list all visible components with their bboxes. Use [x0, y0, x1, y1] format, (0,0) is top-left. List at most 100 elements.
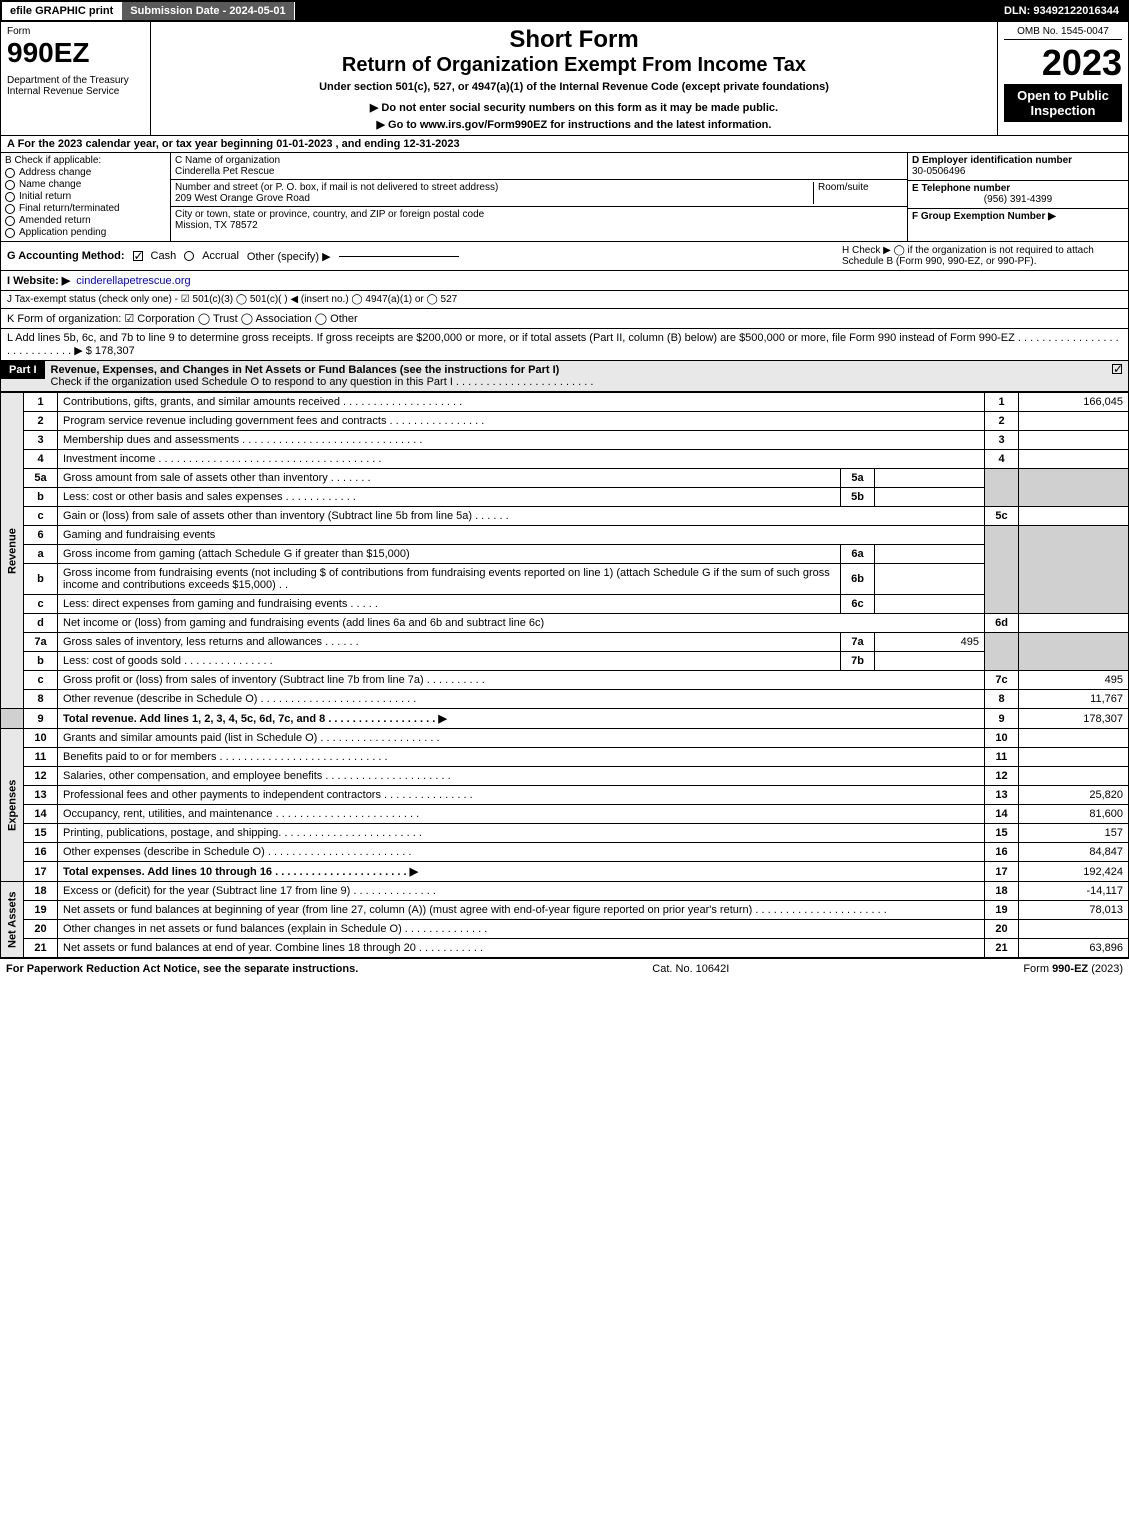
ln18-num: 18 — [24, 882, 58, 901]
ln21-desc: Net assets or fund balances at end of ye… — [58, 939, 985, 958]
f-label: F Group Exemption Number ▶ — [912, 211, 1124, 222]
ln4-ref: 4 — [985, 450, 1019, 469]
ln8-amt: 11,767 — [1019, 690, 1129, 709]
ln19-num: 19 — [24, 901, 58, 920]
ln3-amt — [1019, 431, 1129, 450]
chk-amended-return[interactable]: Amended return — [5, 215, 166, 226]
ln10-amt — [1019, 729, 1129, 748]
ln11-ref: 11 — [985, 748, 1019, 767]
ln6a-amt — [875, 545, 985, 564]
ln17-ref: 17 — [985, 862, 1019, 882]
section-a-text: A For the 2023 calendar year, or tax yea… — [7, 138, 460, 150]
ln8-num: 8 — [24, 690, 58, 709]
ln5a-desc: Gross amount from sale of assets other t… — [58, 469, 841, 488]
goto-link[interactable]: ▶ Go to www.irs.gov/Form990EZ for instru… — [157, 118, 991, 131]
dln-label: DLN: 93492122016344 — [996, 2, 1127, 20]
ln3-ref: 3 — [985, 431, 1019, 450]
ln7-shade — [985, 633, 1019, 671]
ln3-desc: Membership dues and assessments . . . . … — [58, 431, 985, 450]
ln9-desc: Total revenue. Add lines 1, 2, 3, 4, 5c,… — [63, 713, 447, 725]
chk-accrual[interactable] — [184, 251, 194, 261]
ln17-amt: 192,424 — [1019, 862, 1129, 882]
ln2-desc: Program service revenue including govern… — [58, 412, 985, 431]
ln21-num: 21 — [24, 939, 58, 958]
ln18-desc: Excess or (deficit) for the year (Subtra… — [58, 882, 985, 901]
open-public-box: Open to Public Inspection — [1004, 84, 1122, 122]
section-c: C Name of organization Cinderella Pet Re… — [171, 153, 908, 241]
ln21-amt: 63,896 — [1019, 939, 1129, 958]
ln19-ref: 19 — [985, 901, 1019, 920]
l-text: L Add lines 5b, 6c, and 7b to line 9 to … — [7, 332, 1122, 357]
ln7c-ref: 7c — [985, 671, 1019, 690]
ln6b-num: b — [24, 564, 58, 595]
ln12-num: 12 — [24, 767, 58, 786]
ln5b-box: 5b — [841, 488, 875, 507]
website-link[interactable]: cinderellapetrescue.org — [76, 275, 190, 287]
rev-total-pad — [1, 709, 24, 729]
ln4-amt — [1019, 450, 1129, 469]
dept-label: Department of the Treasury Internal Reve… — [7, 75, 144, 97]
ln16-ref: 16 — [985, 843, 1019, 862]
ln18-ref: 18 — [985, 882, 1019, 901]
g-other-input[interactable] — [339, 256, 459, 257]
ln5-shade — [985, 469, 1019, 507]
k-text: K Form of organization: ☑ Corporation ◯ … — [7, 312, 358, 325]
ln7a-num: 7a — [24, 633, 58, 652]
ln20-ref: 20 — [985, 920, 1019, 939]
ln15-ref: 15 — [985, 824, 1019, 843]
ln10-ref: 10 — [985, 729, 1019, 748]
chk-application-pending[interactable]: Application pending — [5, 227, 166, 238]
ln12-ref: 12 — [985, 767, 1019, 786]
d-label: D Employer identification number — [912, 155, 1124, 166]
ssn-warning: ▶ Do not enter social security numbers o… — [157, 101, 991, 114]
ln13-ref: 13 — [985, 786, 1019, 805]
ln7a-amt: 495 — [875, 633, 985, 652]
ln14-num: 14 — [24, 805, 58, 824]
ln15-num: 15 — [24, 824, 58, 843]
ln20-amt — [1019, 920, 1129, 939]
chk-name-change[interactable]: Name change — [5, 179, 166, 190]
ln1-desc: Contributions, gifts, grants, and simila… — [58, 393, 985, 412]
ln6c-desc: Less: direct expenses from gaming and fu… — [58, 595, 841, 614]
phone-value: (956) 391-4399 — [912, 194, 1124, 205]
ln1-ref: 1 — [985, 393, 1019, 412]
footer-left: For Paperwork Reduction Act Notice, see … — [6, 963, 358, 975]
ln5-shade-amt — [1019, 469, 1129, 507]
ln6b-desc: Gross income from fundraising events (no… — [58, 564, 841, 595]
ln13-desc: Professional fees and other payments to … — [58, 786, 985, 805]
ln21-ref: 21 — [985, 939, 1019, 958]
ln9-amt: 178,307 — [1019, 709, 1129, 729]
footer-mid: Cat. No. 10642I — [652, 963, 729, 975]
part-i-title: Revenue, Expenses, and Changes in Net As… — [51, 364, 560, 376]
ln6a-num: a — [24, 545, 58, 564]
row-i: I Website: ▶ cinderellapetrescue.org — [0, 271, 1129, 291]
i-label: I Website: ▶ — [7, 274, 70, 287]
row-j: J Tax-exempt status (check only one) - ☑… — [0, 291, 1129, 309]
ln5b-num: b — [24, 488, 58, 507]
chk-final-return[interactable]: Final return/terminated — [5, 203, 166, 214]
ln7b-amt — [875, 652, 985, 671]
ln20-desc: Other changes in net assets or fund bala… — [58, 920, 985, 939]
ln12-amt — [1019, 767, 1129, 786]
ln7c-desc: Gross profit or (loss) from sales of inv… — [58, 671, 985, 690]
ln16-amt: 84,847 — [1019, 843, 1129, 862]
ln19-amt: 78,013 — [1019, 901, 1129, 920]
ln6c-box: 6c — [841, 595, 875, 614]
ln16-num: 16 — [24, 843, 58, 862]
ln17-desc: Total expenses. Add lines 10 through 16 … — [63, 866, 418, 878]
ln5b-desc: Less: cost or other basis and sales expe… — [58, 488, 841, 507]
ln13-amt: 25,820 — [1019, 786, 1129, 805]
chk-cash[interactable] — [133, 251, 143, 261]
ln7a-desc: Gross sales of inventory, less returns a… — [58, 633, 841, 652]
chk-initial-return[interactable]: Initial return — [5, 191, 166, 202]
section-def: D Employer identification number 30-0506… — [908, 153, 1128, 241]
g-cash: Cash — [151, 250, 177, 262]
ln6c-amt — [875, 595, 985, 614]
ln2-ref: 2 — [985, 412, 1019, 431]
ln13-num: 13 — [24, 786, 58, 805]
netassets-label: Net Assets — [1, 882, 24, 958]
ln1-amt: 166,045 — [1019, 393, 1129, 412]
chk-address-change[interactable]: Address change — [5, 167, 166, 178]
part-i-check[interactable] — [1112, 364, 1122, 374]
part-i-header: Part I Revenue, Expenses, and Changes in… — [0, 361, 1129, 392]
